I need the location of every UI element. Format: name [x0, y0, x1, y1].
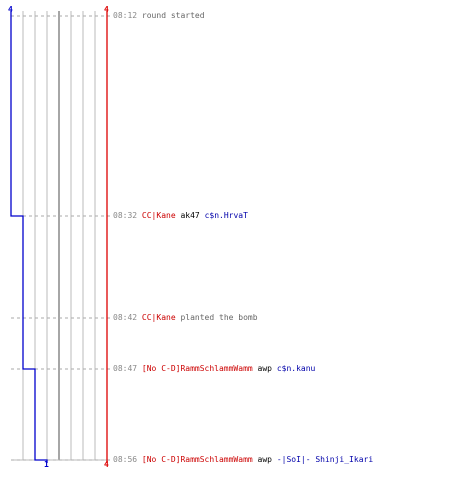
- event-bomb-plant: 08:42 CC|Kane planted the bomb: [113, 313, 258, 323]
- blue-alive-trace: [10, 11, 48, 463]
- event-kill-3: 08:56 [No C-D]RammSchlammWamm awp -|SoI|…: [113, 455, 373, 465]
- event-time: 08:42: [113, 313, 138, 322]
- event-time: 08:47: [113, 364, 138, 373]
- event-time: 08:56: [113, 455, 138, 464]
- blue-count-top-label: 4: [8, 5, 13, 14]
- event-killer: CC|Kane: [141, 211, 176, 220]
- event-kill-1: 08:32 CC|Kane ak47 c$n.HrvaT: [113, 211, 248, 221]
- event-kill-2: 08:47 [No C-D]RammSchlammWamm awp c$n.ka…: [113, 364, 315, 374]
- event-killer: [No C-D]RammSchlammWamm: [141, 455, 253, 464]
- event-time: 08:12: [113, 11, 138, 20]
- event-actor: CC|Kane: [141, 313, 176, 322]
- event-weapon: awp: [257, 364, 272, 373]
- event-text: planted the bomb: [180, 313, 258, 322]
- event-round-start: 08:12 round started: [113, 11, 205, 21]
- timeline-grid: [11, 11, 107, 461]
- red-count-bottom-label: 4: [104, 460, 109, 469]
- event-weapon: awp: [257, 455, 272, 464]
- event-victim: c$n.HrvaT: [204, 211, 248, 220]
- event-guide-lines: [11, 15, 111, 461]
- alive-count-traces: [10, 11, 108, 463]
- event-weapon: ak47: [180, 211, 200, 220]
- blue-count-bottom-label: 1: [44, 460, 49, 469]
- event-text: round started: [141, 11, 205, 20]
- event-time: 08:32: [113, 211, 138, 220]
- event-killer: [No C-D]RammSchlammWamm: [141, 364, 253, 373]
- red-count-top-label: 4: [104, 5, 109, 14]
- event-victim: -|SoI|- Shinji_Ikari: [276, 455, 374, 464]
- event-victim: c$n.kanu: [276, 364, 316, 373]
